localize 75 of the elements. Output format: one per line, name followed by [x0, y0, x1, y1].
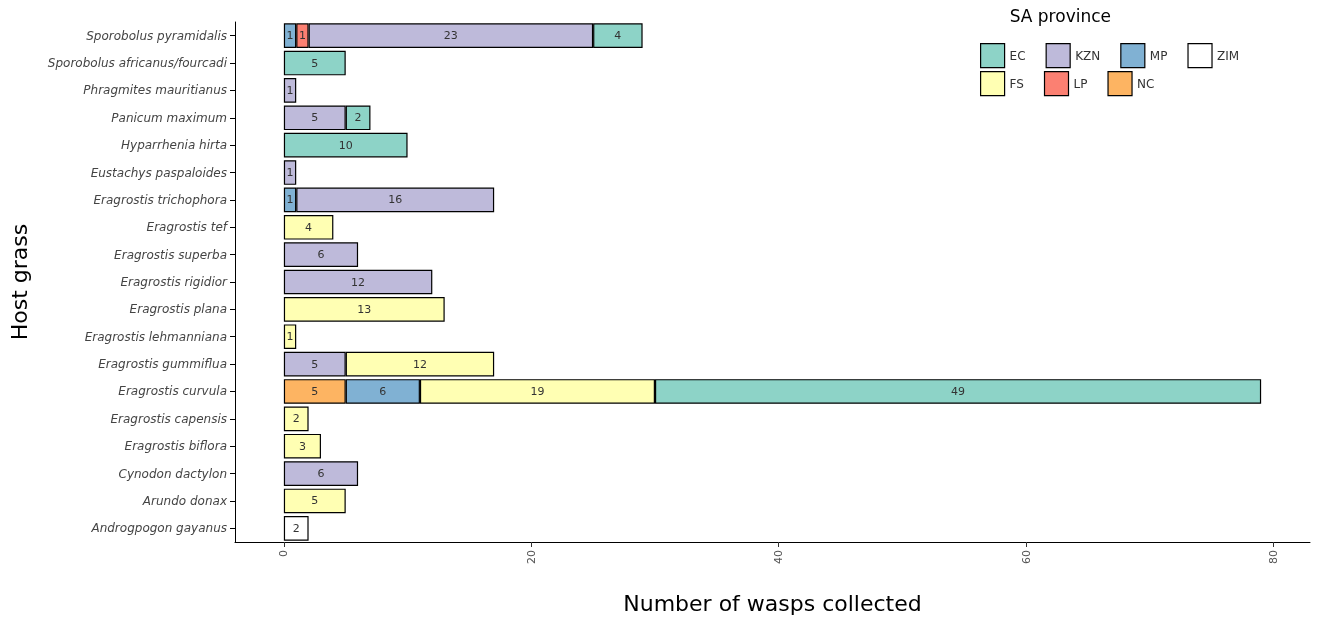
data-label: 10	[338, 138, 353, 152]
data-label: 4	[614, 29, 622, 43]
data-label: 5	[311, 111, 319, 125]
data-label: 1	[286, 83, 294, 97]
data-label: 2	[354, 111, 362, 125]
x-tick-label: 20	[524, 550, 538, 564]
bar	[283, 242, 359, 267]
data-label: 6	[317, 467, 325, 481]
data-label: 6	[317, 248, 325, 262]
y-tick-label: Sporobolus africanus/fourcadi	[47, 56, 228, 71]
bar	[283, 269, 433, 295]
bar	[283, 78, 297, 103]
data-label: 2	[292, 521, 300, 535]
data-label: 19	[530, 384, 545, 398]
data-label: 16	[388, 193, 403, 207]
y-tick-label: Eustachys paspaloides	[90, 165, 227, 180]
data-label: 1	[286, 193, 294, 207]
y-axis-title: Host grass	[6, 223, 32, 341]
y-tick-label: Panicum maximum	[111, 110, 227, 125]
y-tick-label: Eragrostis curvula	[118, 384, 227, 399]
legend-label: NC	[1137, 76, 1155, 91]
data-label: 5	[311, 56, 319, 70]
legend-title: SA province	[1009, 5, 1111, 26]
bar	[283, 132, 408, 158]
x-tick-label: 0	[277, 550, 291, 557]
data-label: 1	[286, 166, 294, 180]
y-tick-label: Eragrostis rigidior	[120, 275, 229, 289]
data-label: 6	[379, 384, 387, 398]
y-tick-label: Eragrostis plana	[129, 302, 227, 317]
bar	[283, 488, 346, 514]
y-tick-label: Eragrostis lehmanniana	[84, 329, 227, 344]
bar	[283, 297, 445, 322]
data-label: 12	[351, 275, 366, 289]
data-label: 23	[443, 29, 458, 43]
y-tick-label: Eragrostis capensis	[110, 411, 227, 426]
bar	[283, 461, 359, 486]
bar	[283, 406, 309, 432]
bar	[283, 160, 297, 185]
x-tick-label: 60	[1019, 550, 1033, 564]
y-tick-label: Eragrostis biflora	[124, 439, 227, 454]
data-label: 1	[286, 29, 294, 43]
bar	[283, 214, 334, 240]
y-tick-label: Eragrostis gummiflua	[98, 357, 227, 372]
data-label: 5	[311, 494, 319, 508]
y-tick-label: Eragrostis superba	[114, 247, 227, 262]
legend-label: ZIM	[1217, 48, 1240, 63]
legend-label: LP	[1073, 76, 1088, 91]
legend-label: EC	[1009, 48, 1026, 63]
data-label: 3	[298, 439, 306, 453]
x-tick-label: 80	[1267, 550, 1281, 564]
legend-label: KZN	[1075, 48, 1101, 63]
data-label: 49	[951, 384, 966, 398]
x-axis-title: Number of wasps collected	[623, 590, 922, 616]
y-tick-label: Arundo donax	[141, 493, 228, 508]
bar	[283, 50, 346, 76]
legend-label: FS	[1009, 76, 1024, 91]
legend-label: MP	[1149, 48, 1168, 63]
data-label: 2	[292, 412, 300, 426]
bar	[283, 433, 321, 459]
data-label: 5	[311, 384, 319, 398]
y-tick-label: Sporobolus pyramidalis	[86, 28, 227, 43]
data-label: 13	[357, 302, 372, 316]
data-label: 5	[311, 357, 319, 371]
y-tick-label: Eragrostis trichophora	[93, 192, 227, 207]
data-label: 1	[298, 29, 306, 43]
y-tick-label: Cynodon dactylon	[118, 466, 227, 481]
bar	[283, 324, 297, 350]
data-label: 1	[286, 330, 294, 344]
y-tick-label: Phragmites mauritianus	[83, 83, 227, 98]
data-label: 4	[305, 220, 313, 234]
x-tick-label: 40	[772, 550, 786, 564]
y-tick-label: Eragrostis tef	[146, 220, 229, 235]
y-tick-label: Hyparrhenia hirta	[121, 138, 227, 153]
data-label: 12	[412, 357, 427, 371]
y-tick-label: Androgpogon gayanus	[90, 521, 227, 536]
